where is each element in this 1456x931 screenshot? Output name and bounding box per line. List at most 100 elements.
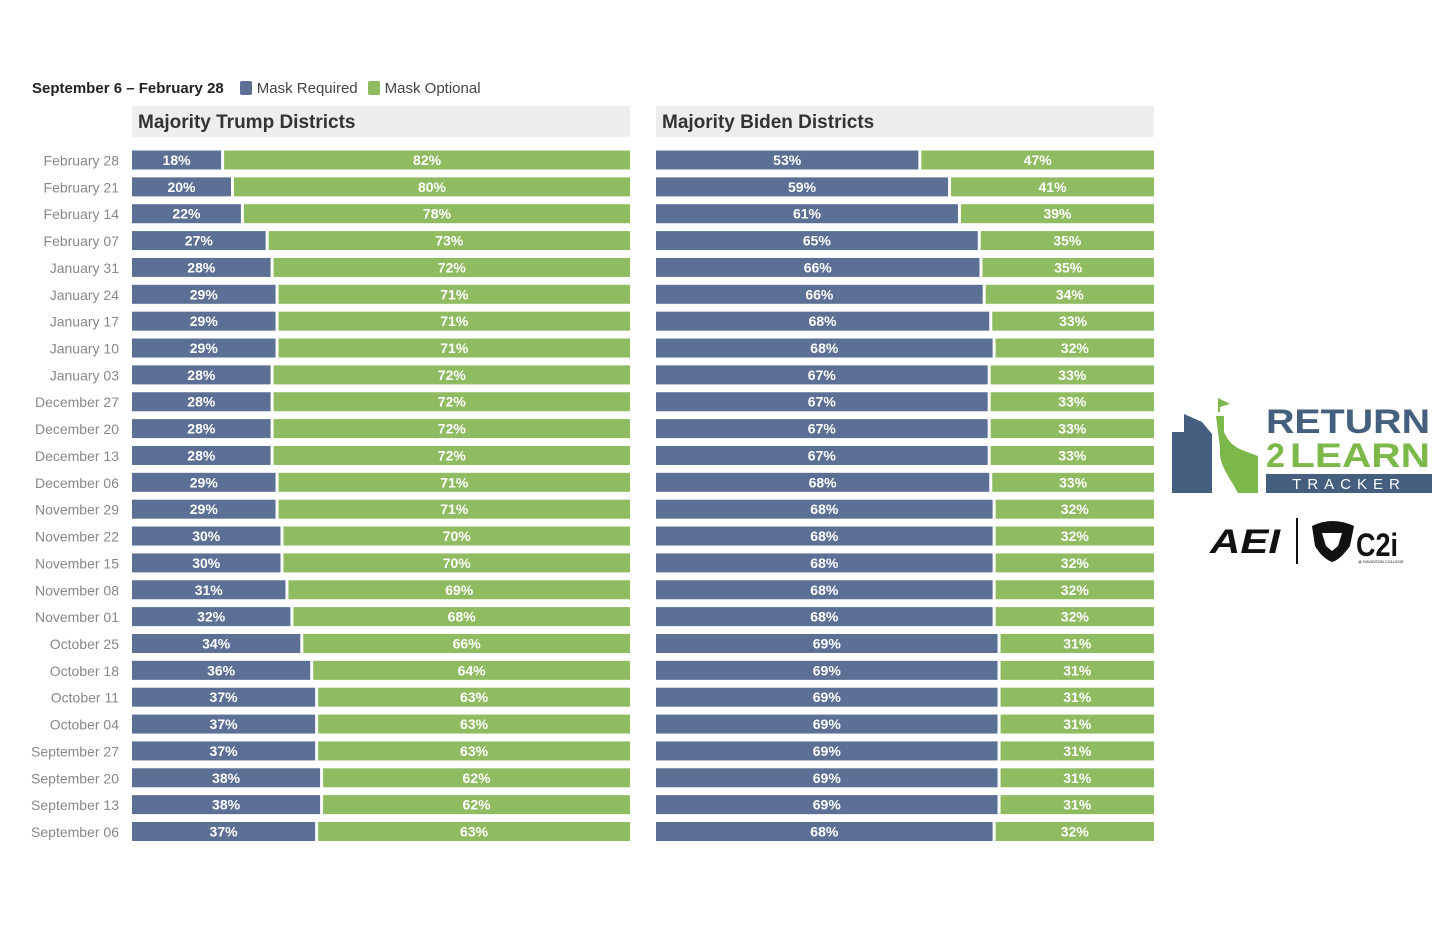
value-label-optional: 80% [418,179,447,195]
bar-required [132,768,321,788]
value-label-required: 31% [195,582,224,598]
bar-optional [268,231,630,251]
value-label-required: 68% [809,313,838,329]
date-label: November 29 [35,502,119,518]
bar-required [132,714,316,734]
value-label-required: 65% [803,233,832,249]
bar-required [656,338,993,358]
value-label-required: 30% [192,555,221,571]
value-label-required: 37% [210,743,239,759]
value-label-optional: 31% [1063,689,1092,705]
date-label: December 06 [35,475,119,491]
value-label-optional: 33% [1058,421,1087,437]
bar-required [656,687,998,707]
value-label-optional: 31% [1063,662,1092,678]
bar-optional [318,687,630,707]
bar-required [656,499,993,519]
bar-optional [273,365,630,385]
value-label-optional: 73% [435,233,464,249]
bar-optional [318,822,630,841]
value-label-required: 29% [190,286,219,302]
legend-item-optional: Mask Optional [367,80,481,97]
value-label-required: 28% [187,394,216,410]
value-label-required: 37% [210,716,239,732]
bar-required [132,284,276,304]
value-label-optional: 32% [1061,340,1090,356]
bar-optional [313,660,630,680]
bar-optional [1000,795,1154,815]
value-label-optional: 72% [438,259,467,275]
value-label-optional: 39% [1043,206,1072,222]
bar-optional [992,311,1154,331]
c2i-logo: C2i [1356,527,1398,563]
bar-optional [273,392,630,412]
value-label-required: 34% [202,635,231,651]
date-label: December 13 [35,448,119,464]
bar-optional [283,553,630,573]
value-label-optional: 32% [1061,501,1090,517]
date-label: February 07 [44,233,120,249]
value-label-required: 69% [813,743,842,759]
bar-required [132,472,276,492]
return2learn-logo: RETURN 2 LEARN TRACKER AEI C2i @ DAVIDSO… [1172,398,1432,564]
value-label-required: 66% [805,286,834,302]
bar-optional [921,150,1154,170]
value-label-required: 69% [813,662,842,678]
bar-required [132,526,281,546]
bar-required [656,392,988,412]
bar-optional [990,445,1154,465]
value-label-required: 36% [207,662,236,678]
value-label-optional: 71% [440,501,469,517]
value-label-optional: 47% [1024,152,1053,168]
value-label-optional: 33% [1058,394,1087,410]
bar-required [656,284,983,304]
value-label-optional: 31% [1063,797,1092,813]
bar-optional [323,768,630,788]
value-label-optional: 62% [463,797,492,813]
value-label-required: 68% [810,824,839,840]
bar-required [656,526,993,546]
bar-optional [293,607,630,627]
date-label: January 24 [50,287,119,303]
value-label-optional: 63% [460,689,489,705]
bar-required [656,472,990,492]
value-label-required: 29% [190,313,219,329]
bar-required [656,741,998,761]
bar-optional [985,284,1154,304]
value-label-optional: 63% [460,743,489,759]
value-label-required: 69% [813,770,842,786]
value-label-optional: 70% [443,555,472,571]
bar-optional [224,150,630,170]
bar-optional [982,257,1154,277]
value-label-optional: 72% [438,367,467,383]
logo-number-2: 2 [1266,437,1285,475]
bar-optional [243,204,630,224]
bar-required [132,392,271,412]
value-label-required: 66% [804,259,833,275]
value-label-optional: 32% [1061,824,1090,840]
bar-optional [278,311,630,331]
value-label-optional: 34% [1056,286,1085,302]
bar-optional [278,338,630,358]
bar-required [656,257,980,277]
date-label: January 10 [50,341,119,357]
value-label-optional: 32% [1061,555,1090,571]
value-label-optional: 71% [440,340,469,356]
value-label-required: 67% [808,421,837,437]
bar-required [132,633,301,653]
value-label-required: 69% [813,635,842,651]
date-range-label: September 6 – February 28 [32,79,224,97]
mask-policy-chart: Majority Trump Districts February 28 18% 82… [31,106,1154,841]
value-label-optional: 31% [1063,716,1092,732]
date-label: February 14 [44,206,120,222]
bar-required [132,822,316,841]
value-label-optional: 68% [448,609,477,625]
value-label-required: 27% [185,233,214,249]
bar-optional [995,580,1154,600]
value-label-required: 53% [773,152,802,168]
bar-optional [980,231,1154,251]
bar-optional [1000,687,1154,707]
bar-required [656,311,990,331]
value-label-required: 32% [197,609,226,625]
bar-optional [990,419,1154,439]
